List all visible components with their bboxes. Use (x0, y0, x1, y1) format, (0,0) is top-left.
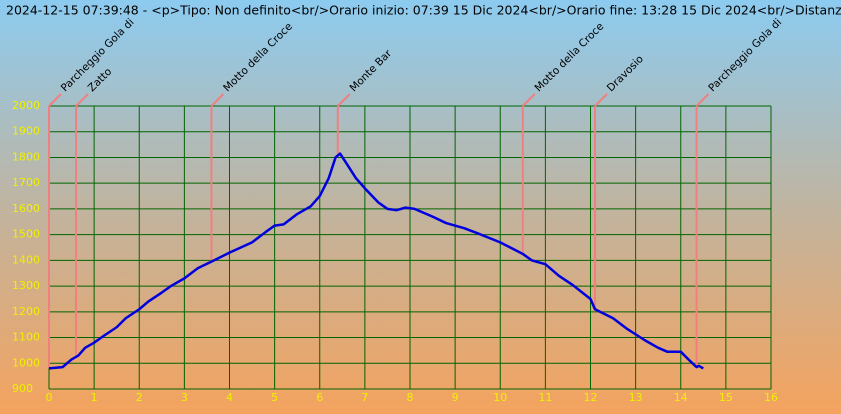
y-tick-label: 900 (12, 382, 33, 395)
waypoint-stub (594, 93, 608, 107)
y-tick-label: 2000 (12, 99, 40, 112)
x-tick-label: 13 (629, 391, 643, 404)
waypoint-stub (48, 93, 62, 107)
x-tick-label: 0 (46, 391, 53, 404)
y-tick-label: 1000 (12, 356, 40, 369)
x-tick-label: 3 (181, 391, 188, 404)
profile-line (48, 152, 704, 370)
waypoint-stub (210, 93, 225, 107)
x-tick-label: 12 (584, 391, 598, 404)
x-tick-label: 15 (719, 391, 733, 404)
waypoint-stub (337, 93, 351, 107)
x-tick-label: 4 (226, 391, 233, 404)
y-tick-label: 1200 (12, 305, 40, 318)
x-tick-label: 8 (407, 391, 414, 404)
y-tick-label: 1900 (12, 125, 40, 138)
y-tick-label: 1700 (12, 176, 40, 189)
y-tick-label: 1100 (12, 331, 40, 344)
waypoint-stub (695, 93, 710, 107)
x-tick-label: 14 (674, 391, 688, 404)
x-tick-label: 5 (271, 391, 278, 404)
chart-title: 2024-12-15 07:39:48 - <p>Tipo: Non defin… (6, 3, 841, 18)
y-tick-label: 1400 (12, 253, 40, 266)
x-tick-label: 7 (361, 391, 368, 404)
y-tick-label: 1300 (12, 279, 40, 292)
waypoint-stub (75, 93, 89, 107)
x-tick-label: 2 (136, 391, 143, 404)
x-tick-label: 16 (764, 391, 778, 404)
y-tick-label: 1600 (12, 202, 40, 215)
x-tick-label: 10 (493, 391, 507, 404)
waypoint-stub (522, 93, 536, 107)
x-tick-label: 6 (316, 391, 323, 404)
x-tick-label: 1 (91, 391, 98, 404)
y-tick-label: 1500 (12, 228, 40, 241)
x-tick-label: 9 (452, 391, 459, 404)
x-tick-label: 11 (538, 391, 552, 404)
y-tick-label: 1800 (12, 150, 40, 163)
